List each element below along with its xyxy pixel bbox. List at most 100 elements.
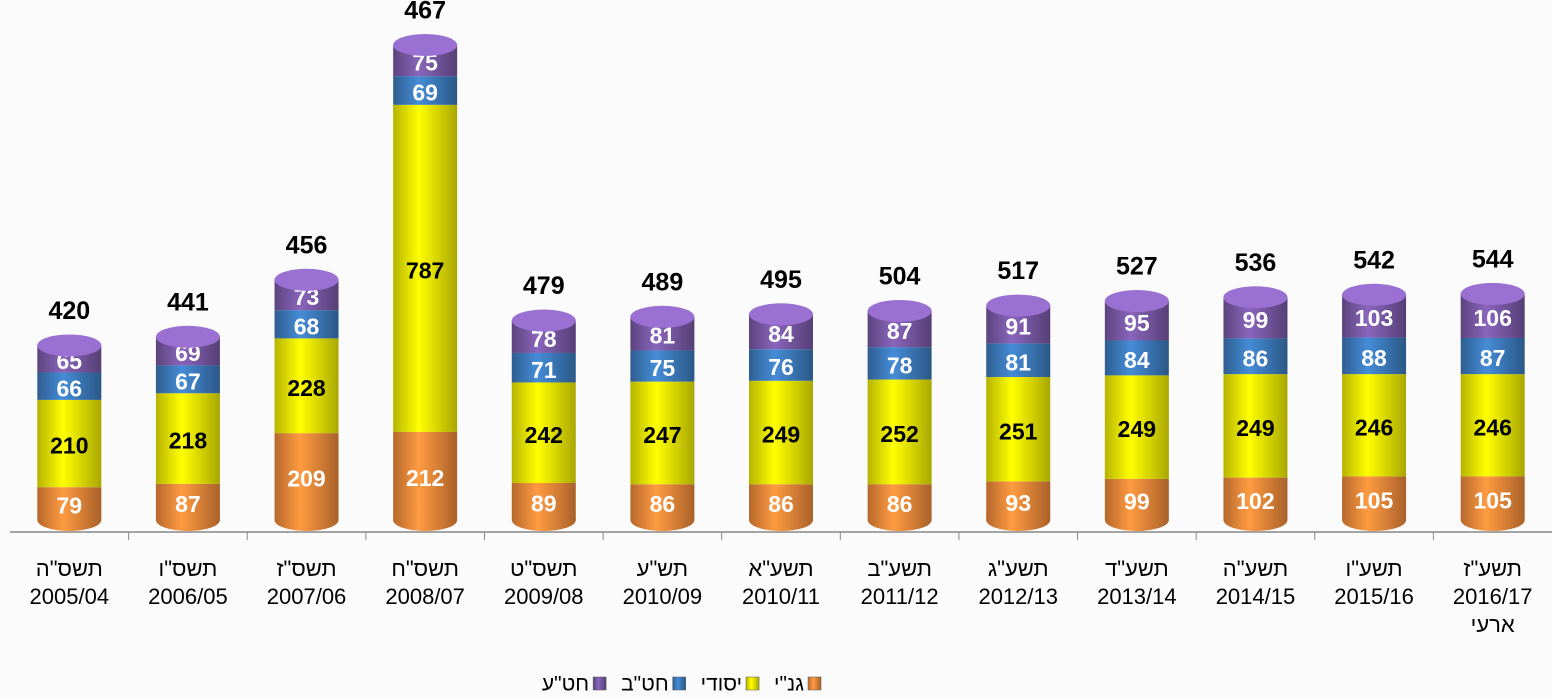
bar-segment — [1104, 478, 1169, 520]
x-tick-label: 2010/11 — [742, 584, 820, 609]
segment-label: 84 — [1124, 347, 1150, 373]
segment-label: 787 — [406, 257, 444, 283]
segment-label: 87 — [1480, 345, 1506, 371]
bar-segment — [867, 484, 932, 520]
segment-label: 76 — [768, 354, 794, 380]
cylinder-top — [511, 309, 576, 332]
bar-segment — [37, 399, 102, 488]
bar-segment — [1223, 477, 1288, 520]
segment-label: 210 — [50, 433, 88, 459]
x-tick-label: תשס"ח — [391, 556, 459, 581]
total-label: 441 — [167, 288, 209, 316]
total-label: 479 — [523, 272, 565, 300]
bar-segment — [749, 380, 813, 485]
segment-label: 249 — [762, 422, 800, 448]
bar-segment — [511, 352, 576, 383]
x-tick-label: תשע"ה — [1223, 556, 1288, 581]
segment-label: 86 — [1243, 345, 1269, 371]
bar-segment — [630, 350, 695, 382]
segment-label: 93 — [1005, 490, 1031, 516]
bar-segment — [749, 349, 813, 381]
cylinder-top — [1342, 283, 1407, 306]
bar-segment — [155, 365, 220, 394]
x-tick-label: 2016/17 — [1453, 584, 1533, 609]
bar-segment — [393, 104, 458, 432]
segment-label: 252 — [880, 421, 918, 447]
bar-segment — [1460, 476, 1525, 520]
segment-label: 91 — [1005, 314, 1031, 340]
cylinder-top — [1104, 289, 1169, 312]
segment-label: 247 — [643, 422, 681, 448]
cylinder-top — [37, 334, 102, 357]
bar-segment — [511, 483, 576, 520]
total-label: 517 — [997, 257, 1039, 285]
bar-segment — [1460, 337, 1525, 375]
segment-label: 212 — [406, 465, 444, 491]
x-tick-label: תשע"ג — [988, 556, 1049, 581]
bar-segment — [1104, 375, 1169, 479]
segment-label: 75 — [650, 355, 676, 381]
bar-segment — [1460, 374, 1525, 477]
bar-segment — [867, 379, 932, 485]
bar-segment — [1223, 374, 1288, 478]
x-tick-label: 2007/06 — [267, 584, 347, 609]
segment-label: 99 — [1243, 307, 1269, 333]
bar-segment — [1342, 476, 1407, 520]
x-tick-label: תשע"ב — [867, 556, 932, 581]
bar-segment — [630, 484, 695, 520]
bar-segment — [274, 433, 339, 520]
segment-label: 105 — [1355, 487, 1394, 513]
segment-label: 81 — [1005, 349, 1031, 375]
bar-segment — [37, 372, 102, 400]
bar-segment — [155, 393, 220, 484]
cylinder-top — [630, 305, 695, 328]
total-label: 542 — [1353, 246, 1395, 274]
legend-swatch — [745, 676, 760, 691]
cylinder-top — [274, 268, 339, 291]
total-label: 495 — [760, 266, 802, 294]
segment-label: 106 — [1474, 305, 1512, 331]
segment-label: 95 — [1124, 310, 1150, 336]
cylinder-top — [1460, 282, 1525, 305]
legend-swatch — [807, 676, 822, 691]
cylinder-top — [986, 294, 1051, 317]
cylinder-top — [155, 325, 220, 348]
segment-label: 246 — [1474, 414, 1512, 440]
x-tick-label: 2012/13 — [978, 584, 1058, 609]
segment-label: 249 — [1118, 416, 1156, 442]
x-tick-label: תשע"ז — [1463, 556, 1522, 581]
x-tick-label: תשס"ה — [36, 556, 103, 581]
x-tick-label: תשס"ט — [510, 556, 577, 581]
x-tick-label: תשע"ו — [1345, 556, 1402, 581]
bar-segment — [1342, 374, 1407, 477]
cylinder-top — [867, 299, 932, 322]
bar-segment — [393, 76, 458, 105]
segment-label: 69 — [412, 80, 438, 106]
x-tick-label: 2011/12 — [861, 584, 939, 609]
x-tick-label: תשע"א — [748, 556, 813, 581]
bar-segment — [274, 310, 339, 339]
total-label: 536 — [1235, 249, 1277, 277]
segment-label: 66 — [57, 375, 83, 401]
cylinder-top — [1223, 286, 1288, 309]
segment-label: 218 — [169, 428, 208, 454]
segment-label: 103 — [1355, 305, 1393, 331]
x-tick-label: תשס"ז — [276, 556, 336, 581]
x-tick-label: 2014/15 — [1216, 584, 1296, 609]
bar-segment — [986, 343, 1051, 378]
cylinder-top — [393, 34, 458, 56]
bar-segment — [393, 431, 458, 520]
segment-label: 105 — [1474, 487, 1513, 513]
segment-label: 86 — [650, 491, 676, 517]
legend-label: יסודי — [701, 673, 742, 696]
x-tick-label: 2013/14 — [1097, 584, 1177, 609]
segment-label: 242 — [525, 422, 563, 448]
total-label: 456 — [286, 231, 328, 259]
legend-swatch — [592, 676, 607, 691]
x-tick-label: תשס"ו — [159, 556, 218, 581]
segment-label: 87 — [175, 491, 201, 517]
segment-label: 86 — [887, 491, 913, 517]
x-tick-label: תשע"ד — [1105, 556, 1169, 581]
segment-label: 79 — [57, 493, 83, 519]
